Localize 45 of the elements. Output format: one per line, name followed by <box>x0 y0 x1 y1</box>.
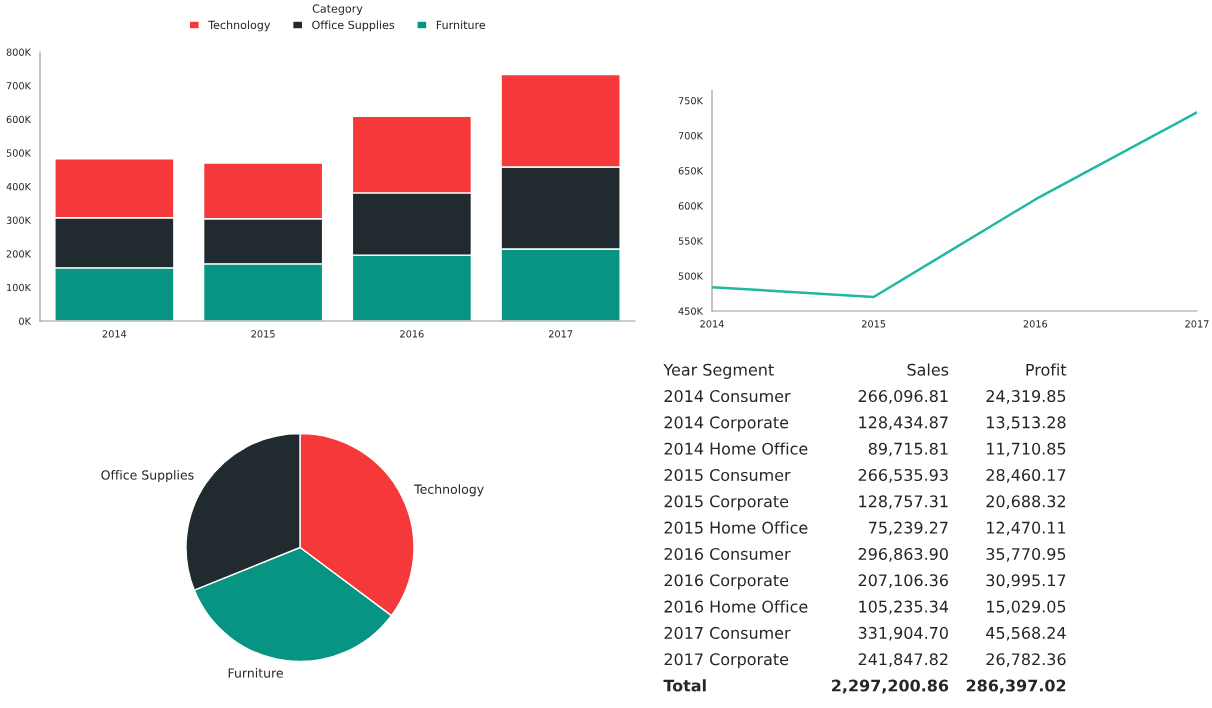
y-tick-label: 200K <box>6 250 32 258</box>
y-tick-label: 600K <box>6 115 32 124</box>
text: 2015 Home Office 75,239.27 12,470.11 <box>664 521 1066 536</box>
y-tick-label: 550K <box>678 237 704 245</box>
legend-label: Furniture <box>436 20 486 30</box>
text: 2014 Home Office 89,715.81 11,710.85 <box>664 442 1066 457</box>
x-tick-label: 2014 <box>700 320 724 328</box>
legend-title: Category <box>312 4 363 15</box>
slice-label: Technology <box>414 484 484 497</box>
text: 2017 Consumer 331,904.70 45,568.24 <box>664 626 1066 641</box>
y-tick-label: 700K <box>678 132 704 140</box>
y-tick-label: 450K <box>678 307 704 315</box>
text: 2016 Corporate 207,106.36 30,995.17 <box>664 574 1066 590</box>
x-tick-label: 2015 <box>862 320 886 328</box>
y-tick-label: 700K <box>6 82 32 90</box>
line-series <box>712 111 1197 299</box>
y-tick-label: 400K <box>6 182 32 191</box>
x-tick-label: 2016 <box>400 330 424 338</box>
text: 2014 Consumer 266,096.81 24,319.85 <box>664 390 1066 404</box>
slice-label: Office Supplies <box>101 470 194 483</box>
y-tick-label: 0K <box>19 317 32 325</box>
text: Year Segment Sales Profit <box>663 363 1067 379</box>
y-tick-label: 100K <box>7 283 32 292</box>
x-tick-label: 2014 <box>102 330 127 338</box>
y-tick-label: 800K <box>6 48 32 56</box>
y-tick-label: 300K <box>6 216 32 224</box>
text: 2015 Consumer 266,535.93 28,460.17 <box>664 468 1066 483</box>
text: 2017 Corporate 241,847.82 26,782.36 <box>664 653 1066 669</box>
text: 2016 Consumer 296,863.90 35,770.95 <box>664 547 1066 562</box>
y-tick-label: 500K <box>6 149 32 157</box>
x-tick-label: 2016 <box>1023 320 1048 328</box>
text: 2015 Corporate 128,757.31 20,688.32 <box>664 495 1065 511</box>
y-tick-label: 600K <box>678 202 704 210</box>
text: 2016 Home Office 105,235.34 15,029.05 <box>664 600 1066 615</box>
y-tick-label: 750K <box>678 97 704 105</box>
text: 2014 Corporate 128,434.87 13,513.28 <box>664 416 1066 432</box>
legend-label: Office Supplies <box>312 20 395 32</box>
x-tick-label: 2015 <box>251 330 275 338</box>
y-tick-label: 650K <box>678 167 704 175</box>
slice-label: Furniture <box>228 668 283 678</box>
y-tick-label: 500K <box>678 272 704 280</box>
legend-label: Technology <box>208 20 271 32</box>
x-tick-label: 2017 <box>548 330 573 338</box>
text: Total 2,297,200.86 286,397.02 <box>663 679 1066 694</box>
x-tick-label: 2017 <box>1185 320 1209 328</box>
